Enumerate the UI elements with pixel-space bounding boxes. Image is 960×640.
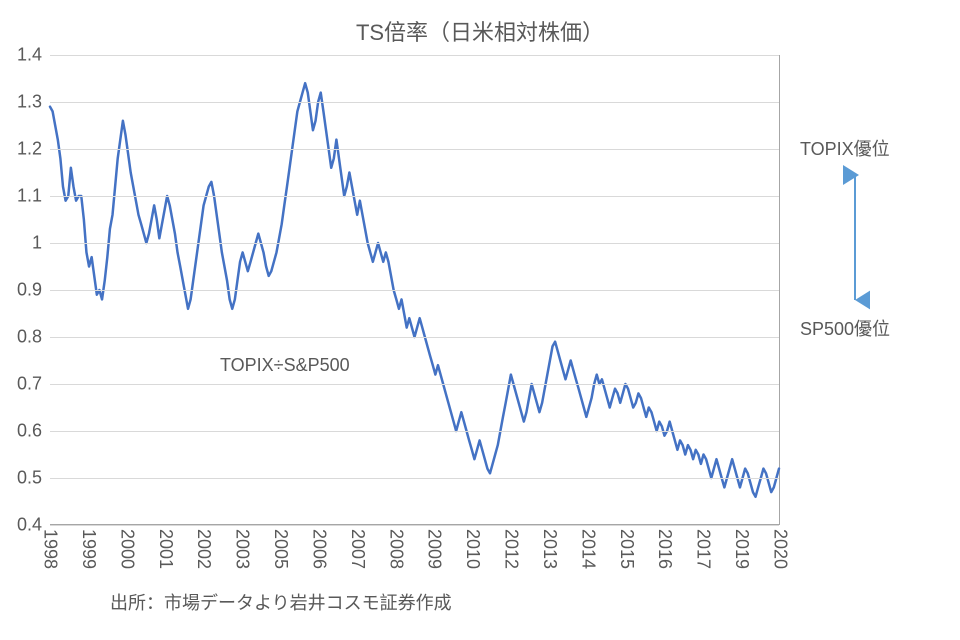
x-tick-label: 2017 bbox=[693, 529, 714, 569]
y-tick-label: 0.8 bbox=[17, 327, 42, 348]
x-tick-label: 2002 bbox=[193, 529, 214, 569]
y-tick-label: 1.1 bbox=[17, 186, 42, 207]
y-tick-label: 1.4 bbox=[17, 45, 42, 66]
chart-container: TS倍率（日米相対株価） 0.40.50.60.70.80.911.11.21.… bbox=[0, 0, 960, 640]
x-tick-label: 2013 bbox=[539, 529, 560, 569]
y-tick-label: 0.4 bbox=[17, 515, 42, 536]
y-tick-label: 1.3 bbox=[17, 92, 42, 113]
gridline bbox=[50, 337, 779, 338]
gridline bbox=[50, 384, 779, 385]
chart-title: TS倍率（日米相対株価） bbox=[356, 15, 604, 47]
x-tick-label: 2003 bbox=[232, 529, 253, 569]
gridline bbox=[50, 478, 779, 479]
double-arrow-icon bbox=[840, 165, 870, 310]
x-tick-label: 2014 bbox=[577, 529, 598, 569]
source-note: 出所：市場データより岩井コスモ証券作成 bbox=[110, 589, 452, 615]
x-tick-label: 1999 bbox=[78, 529, 99, 569]
x-tick-label: 2012 bbox=[501, 529, 522, 569]
x-tick-label: 2000 bbox=[116, 529, 137, 569]
x-tick-label: 1998 bbox=[40, 529, 61, 569]
y-tick-label: 0.9 bbox=[17, 280, 42, 301]
annotation-formula: TOPIX÷S&P500 bbox=[220, 355, 350, 376]
plot-area: 0.40.50.60.70.80.911.11.21.31.4199819992… bbox=[50, 55, 780, 525]
x-tick-label: 2005 bbox=[270, 529, 291, 569]
annotation-sp500: SP500優位 bbox=[800, 315, 890, 341]
x-tick-label: 2019 bbox=[731, 529, 752, 569]
x-tick-label: 2016 bbox=[654, 529, 675, 569]
x-tick-label: 2015 bbox=[616, 529, 637, 569]
x-tick-label: 2008 bbox=[385, 529, 406, 569]
x-tick-label: 2009 bbox=[424, 529, 445, 569]
y-tick-label: 1 bbox=[32, 233, 42, 254]
gridline bbox=[50, 102, 779, 103]
gridline bbox=[50, 149, 779, 150]
y-tick-label: 0.5 bbox=[17, 468, 42, 489]
gridline bbox=[50, 525, 779, 526]
x-tick-label: 2020 bbox=[770, 529, 791, 569]
annotation-topix: TOPIX優位 bbox=[800, 135, 890, 161]
x-tick-label: 2007 bbox=[347, 529, 368, 569]
y-tick-label: 1.2 bbox=[17, 139, 42, 160]
x-tick-label: 2001 bbox=[155, 529, 176, 569]
gridline bbox=[50, 431, 779, 432]
gridline bbox=[50, 243, 779, 244]
gridline bbox=[50, 55, 779, 56]
gridline bbox=[50, 290, 779, 291]
y-tick-label: 0.6 bbox=[17, 421, 42, 442]
y-tick-label: 0.7 bbox=[17, 374, 42, 395]
x-tick-label: 2010 bbox=[462, 529, 483, 569]
x-tick-label: 2006 bbox=[308, 529, 329, 569]
gridline bbox=[50, 196, 779, 197]
